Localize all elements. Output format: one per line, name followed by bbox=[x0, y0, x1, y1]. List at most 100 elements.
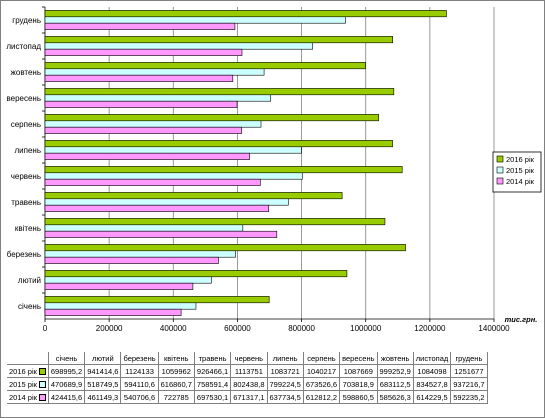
table-row-label: 2015 рік bbox=[9, 379, 37, 389]
y-tick-label: грудень bbox=[12, 16, 41, 25]
bar bbox=[44, 172, 303, 180]
plot-area bbox=[45, 7, 494, 319]
x-tick-label: 600000 bbox=[224, 324, 251, 333]
table-row: 2015 рік 470689,9 518749,5 594110,6 616860,7… bbox=[7, 377, 488, 391]
y-tick-label: серпень bbox=[11, 120, 41, 129]
y-tick-label: лютий bbox=[18, 276, 41, 285]
table-legend-key bbox=[38, 381, 46, 389]
table-cell: 703818,9 bbox=[339, 377, 378, 391]
table-cell: 671317,1 bbox=[230, 390, 268, 404]
bar bbox=[44, 68, 265, 76]
bar bbox=[44, 10, 447, 18]
bar bbox=[44, 100, 238, 108]
table-row-header: 2014 рік bbox=[7, 390, 49, 404]
table-legend-key bbox=[38, 394, 46, 402]
table-cell: 758591,4 bbox=[193, 377, 232, 391]
x-tick-label: 800000 bbox=[288, 324, 315, 333]
bar bbox=[44, 296, 270, 304]
bar bbox=[44, 270, 348, 278]
table-cell: 1113751 bbox=[230, 364, 268, 378]
table-row: 2016 рік 698995,2 941414,6 1124133 1059962 92… bbox=[7, 364, 488, 378]
legend-label: 2016 рік bbox=[506, 155, 535, 164]
data-table: січень лютий березень квітень травень червень… bbox=[7, 352, 488, 404]
bar bbox=[44, 308, 182, 316]
table-cell: 461149,3 bbox=[84, 390, 122, 404]
x-tick-label: 1400000 bbox=[478, 324, 510, 333]
table-cell: 470689,9 bbox=[47, 377, 86, 391]
table-cell: 585626,3 bbox=[376, 390, 414, 404]
table-column-header: лютий bbox=[84, 352, 122, 365]
bar bbox=[44, 62, 366, 70]
table-cell: 999252,9 bbox=[376, 364, 414, 378]
table-cell: 1059962 bbox=[157, 364, 195, 378]
x-tick-label: 1000000 bbox=[350, 324, 382, 333]
table-cell: 594110,6 bbox=[120, 377, 159, 391]
bar bbox=[44, 166, 403, 174]
y-tick-label: жовтень bbox=[11, 68, 41, 77]
bar bbox=[44, 16, 346, 24]
table-column-header: травень bbox=[193, 352, 232, 365]
table-row-header: 2015 рік bbox=[7, 377, 49, 391]
table-column-header: червень bbox=[230, 352, 268, 365]
bar bbox=[44, 94, 272, 102]
bar bbox=[44, 146, 302, 154]
bar bbox=[44, 218, 386, 226]
legend-label: 2015 рік bbox=[506, 166, 535, 175]
bar bbox=[44, 250, 236, 258]
bar bbox=[44, 230, 278, 238]
bar bbox=[44, 204, 270, 212]
table-cell: 598860,5 bbox=[339, 390, 378, 404]
table-legend-key bbox=[38, 368, 46, 376]
bar bbox=[44, 244, 406, 252]
legend-swatch bbox=[496, 155, 504, 163]
table-cell: 683112,5 bbox=[376, 377, 414, 391]
y-tick-label: березень bbox=[7, 250, 41, 259]
table-cell: 799224,5 bbox=[266, 377, 304, 391]
bar bbox=[44, 88, 395, 96]
table-row-header: 2016 рік bbox=[7, 364, 49, 378]
table-cell: 698995,2 bbox=[47, 364, 86, 378]
table-cell: 592235,2 bbox=[450, 390, 488, 404]
table-cell: 941414,6 bbox=[84, 364, 122, 378]
table-cell: 424415,6 bbox=[47, 390, 86, 404]
bar bbox=[44, 74, 234, 82]
table-column-header: квітень bbox=[157, 352, 195, 365]
table-cell: 697530,1 bbox=[193, 390, 232, 404]
table-corner bbox=[7, 352, 48, 365]
table-column-header: вересень bbox=[339, 352, 378, 365]
table-cell: 673526,6 bbox=[302, 377, 341, 391]
table-cell: 637734,5 bbox=[266, 390, 304, 404]
table-cell: 1251677 bbox=[450, 364, 488, 378]
table-cell: 834527,8 bbox=[412, 377, 452, 391]
legend-label: 2014 рік bbox=[506, 177, 535, 186]
bar bbox=[44, 140, 393, 148]
bar bbox=[44, 276, 212, 284]
y-tick-label: червень bbox=[11, 172, 41, 181]
table-column-header: листопад bbox=[412, 352, 452, 365]
bar bbox=[44, 152, 250, 160]
legend-swatch bbox=[496, 177, 504, 185]
table-column-header: липень bbox=[266, 352, 304, 365]
table-cell: 1087669 bbox=[339, 364, 378, 378]
y-tick-label: січень bbox=[18, 302, 41, 311]
bar bbox=[44, 282, 194, 290]
table-cell: 937216,7 bbox=[450, 377, 488, 391]
bar bbox=[44, 192, 343, 200]
table-column-header: жовтень bbox=[376, 352, 414, 365]
bar bbox=[44, 302, 197, 310]
legend-swatch bbox=[496, 166, 504, 174]
bar bbox=[44, 256, 219, 264]
unit-label: тис.грн. bbox=[505, 315, 538, 324]
table-cell: 1040217 bbox=[302, 364, 341, 378]
bar bbox=[44, 120, 262, 128]
table-cell: 612812,2 bbox=[302, 390, 341, 404]
bar-chart: 0 200000 400000 600000 800000 1000000 1200000 1… bbox=[6, 6, 542, 333]
table-cell: 1124133 bbox=[120, 364, 159, 378]
bar bbox=[44, 48, 243, 56]
table-row-label: 2016 рік bbox=[9, 366, 37, 376]
x-tick-label: 0 bbox=[43, 324, 48, 333]
bar bbox=[44, 224, 244, 232]
table-cell: 802438,8 bbox=[230, 377, 268, 391]
table-header-row: січень лютий березень квітень травень червень… bbox=[7, 352, 488, 365]
x-tick-label: 1200000 bbox=[414, 324, 446, 333]
